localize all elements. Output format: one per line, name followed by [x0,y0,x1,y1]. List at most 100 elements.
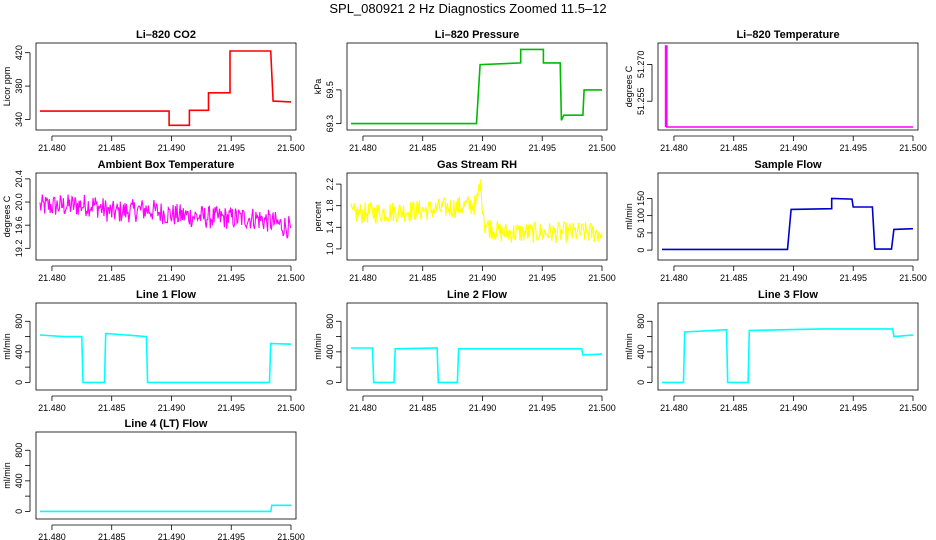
panel-title: Ambient Box Temperature [98,159,235,171]
x-tick-label: 21.485 [98,143,126,153]
series-line [664,45,913,128]
y-tick-label: 69.3 [325,115,335,133]
y-tick-label: 100 [636,208,646,223]
x-tick-label: 21.485 [720,273,748,283]
panel-title: Sample Flow [754,159,822,171]
panel-7: Line 1 Flow ml/min 21.480 21.485 21.490 21.49… [2,289,305,413]
y-tick-label: 2.2 [325,178,335,191]
x-tick-label: 21.495 [528,273,556,283]
y-tick-label: 0 [636,248,646,253]
y-axis: 340 380 420 [14,45,31,127]
y-tick-label: 1.8 [325,199,335,212]
x-tick-label: 21.480 [660,143,688,153]
x-tick-label: 21.495 [217,273,245,283]
x-tick-label: 21.495 [528,143,556,153]
y-axis-label: ml/min [2,333,12,360]
series-line [39,194,292,239]
x-axis: 21.480 21.485 21.490 21.495 21.500 [660,265,927,283]
y-tick-label: 800 [14,314,24,329]
x-tick-label: 21.490 [780,143,808,153]
x-tick-label: 21.500 [899,273,927,283]
x-tick-label: 21.480 [349,403,377,413]
x-tick-label: 21.480 [660,403,688,413]
x-tick-label: 21.480 [38,143,66,153]
x-tick-label: 21.485 [409,143,437,153]
plot-frame [346,302,608,391]
x-tick-label: 21.485 [98,273,126,283]
plot-frame [657,302,919,391]
y-tick-label: 400 [14,344,24,359]
x-tick-label: 21.490 [158,403,186,413]
x-axis: 21.480 21.485 21.490 21.495 21.500 [349,265,616,283]
panel-title: Line 2 Flow [447,289,507,301]
x-axis: 21.480 21.485 21.490 21.495 21.500 [38,524,305,540]
x-tick-label: 21.485 [98,532,126,540]
y-axis-label: ml/min [2,462,12,489]
x-tick-label: 21.490 [780,273,808,283]
x-tick-label: 21.490 [469,143,497,153]
y-axis-label: kPa [313,79,323,95]
y-tick-label: 69.5 [325,81,335,99]
x-tick-label: 21.495 [528,403,556,413]
x-tick-label: 21.480 [660,273,688,283]
plot-frame [35,172,297,261]
x-tick-label: 21.490 [158,273,186,283]
y-tick-label: 420 [14,45,24,60]
y-tick-label: 400 [325,344,335,359]
y-axis-label: percent [313,201,323,232]
y-axis-label: ml/min [624,203,634,230]
y-tick-label: 0 [14,509,24,514]
x-axis: 21.480 21.485 21.490 21.495 21.500 [349,135,616,153]
x-tick-label: 21.490 [158,532,186,540]
y-axis: 0 50 100 150 [636,191,653,253]
series-line [351,48,602,125]
panel-title: Line 1 Flow [136,289,196,301]
y-axis: 0 400 800 [636,314,653,385]
panel-title: Li–820 Pressure [435,29,519,41]
y-tick-label: 0 [636,380,646,385]
plot-frame [657,172,919,261]
x-tick-label: 21.500 [277,143,305,153]
y-tick-label: 50 [636,228,646,238]
series-line [40,50,292,127]
panel-9: Line 3 Flow ml/min 21.480 21.485 21.490 21.49… [624,289,927,413]
x-axis: 21.480 21.485 21.490 21.495 21.500 [660,135,927,153]
y-axis: 0 400 800 [14,314,31,385]
x-tick-label: 21.480 [38,403,66,413]
x-axis: 21.480 21.485 21.490 21.495 21.500 [660,395,927,413]
y-tick-label: 800 [14,443,24,458]
plot-frame [35,302,297,391]
x-tick-label: 21.500 [899,143,927,153]
x-tick-label: 21.490 [469,273,497,283]
series-line [662,328,914,384]
y-tick-label: 20.4 [14,170,24,188]
panel-title: Line 4 (LT) Flow [125,418,208,430]
y-tick-label: 1.4 [325,221,335,234]
y-tick-label: 0 [14,380,24,385]
x-tick-label: 21.495 [217,403,245,413]
x-tick-label: 21.480 [38,273,66,283]
x-tick-label: 21.500 [277,403,305,413]
x-tick-label: 21.495 [217,143,245,153]
y-axis: 51.255 51.270 [636,51,653,115]
y-tick-label: 340 [14,112,24,127]
y-axis: 1.0 1.4 1.8 2.2 [325,178,342,255]
panel-title: Line 3 Flow [758,289,818,301]
y-tick-label: 51.270 [636,51,646,79]
series-line [351,347,603,384]
x-tick-label: 21.490 [158,143,186,153]
panel-title: Li–820 Temperature [736,29,839,41]
x-tick-label: 21.495 [839,143,867,153]
panel-6: Sample Flow ml/min 21.480 21.485 21.490 21.49… [624,159,927,283]
x-tick-label: 21.490 [469,403,497,413]
panel-8: Line 2 Flow ml/min 21.480 21.485 21.490 21.49… [313,289,616,413]
series-line [40,504,291,513]
y-tick-label: 400 [14,473,24,488]
panel-title: Gas Stream RH [437,159,517,171]
x-axis: 21.480 21.485 21.490 21.495 21.500 [349,395,616,413]
y-tick-label: 380 [14,79,24,94]
